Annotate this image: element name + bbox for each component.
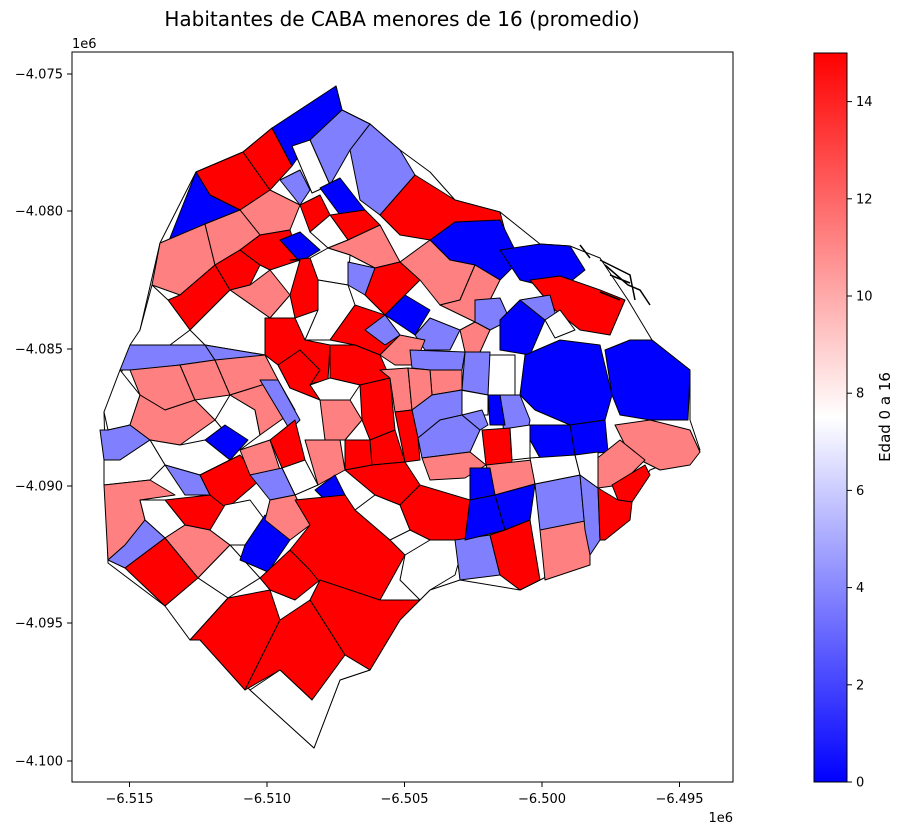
plot-frame <box>71 51 734 783</box>
region <box>461 409 489 431</box>
y-axis: −4.075 −4.080 −4.085 −4.090 −4.095 −4.10… <box>15 37 97 770</box>
region <box>289 257 319 319</box>
region <box>384 294 431 336</box>
x-tick-label: −6.510 <box>243 792 291 807</box>
region <box>394 409 421 463</box>
region <box>459 389 489 416</box>
region <box>544 309 576 339</box>
region <box>461 351 491 396</box>
colorbar: 0 2 4 6 8 10 12 14 Edad 0 a 16 <box>813 52 894 791</box>
x-tick-label: −6.495 <box>655 792 703 807</box>
region <box>129 394 216 446</box>
x-axis: −6.515 −6.510 −6.505 −6.500 −6.495 1e6 <box>105 782 733 826</box>
colorbar-tick-label: 12 <box>856 192 873 207</box>
region <box>487 354 516 396</box>
region <box>249 654 371 749</box>
region <box>409 349 466 371</box>
region <box>459 321 491 353</box>
coastline <box>579 244 651 306</box>
y-tick-label: −4.080 <box>15 205 63 220</box>
region <box>574 451 599 489</box>
region <box>259 549 321 601</box>
region <box>611 464 651 503</box>
colorbar-tick-label: 8 <box>856 387 864 402</box>
region <box>259 379 301 431</box>
y-tick-label: −4.095 <box>15 617 63 632</box>
y-offset-label: 1e6 <box>72 37 97 52</box>
region <box>107 519 166 569</box>
region <box>499 299 546 356</box>
colorbar-gradient <box>813 52 848 783</box>
y-tick-label: −4.100 <box>15 755 63 770</box>
region <box>569 419 609 456</box>
x-tick-label: −6.500 <box>518 792 566 807</box>
region <box>481 427 513 466</box>
region <box>414 317 461 351</box>
region <box>597 487 633 541</box>
region <box>399 539 466 601</box>
x-offset-label: 1e6 <box>708 811 733 826</box>
region <box>277 349 321 401</box>
colorbar-tick-label: 14 <box>856 95 873 110</box>
colorbar-tick-label: 2 <box>856 678 864 693</box>
colorbar-label: Edad 0 a 16 <box>876 372 894 462</box>
region <box>279 231 321 263</box>
region <box>509 424 531 461</box>
x-tick-label: −6.515 <box>105 792 153 807</box>
region <box>199 454 261 511</box>
region <box>354 494 411 541</box>
region <box>534 474 586 531</box>
region <box>319 399 363 441</box>
region <box>489 519 541 591</box>
map-title: Habitantes de CABA menores de 16 (promed… <box>164 7 639 31</box>
colorbar-ticks: 0 2 4 6 8 10 12 14 <box>847 95 873 791</box>
region <box>604 339 691 421</box>
colorbar-tick-label: 0 <box>856 776 864 791</box>
x-tick-label: −6.505 <box>380 792 428 807</box>
y-tick-label: −4.085 <box>15 343 63 358</box>
colorbar-tick-label: 4 <box>856 581 864 596</box>
region <box>529 424 576 459</box>
region <box>539 519 591 581</box>
colorbar-tick-label: 10 <box>856 290 873 305</box>
map-regions <box>99 85 701 749</box>
region <box>469 467 496 501</box>
y-tick-label: −4.090 <box>15 480 63 495</box>
colorbar-tick-label: 6 <box>856 484 864 499</box>
region <box>279 169 311 206</box>
y-tick-label: −4.075 <box>15 68 63 83</box>
